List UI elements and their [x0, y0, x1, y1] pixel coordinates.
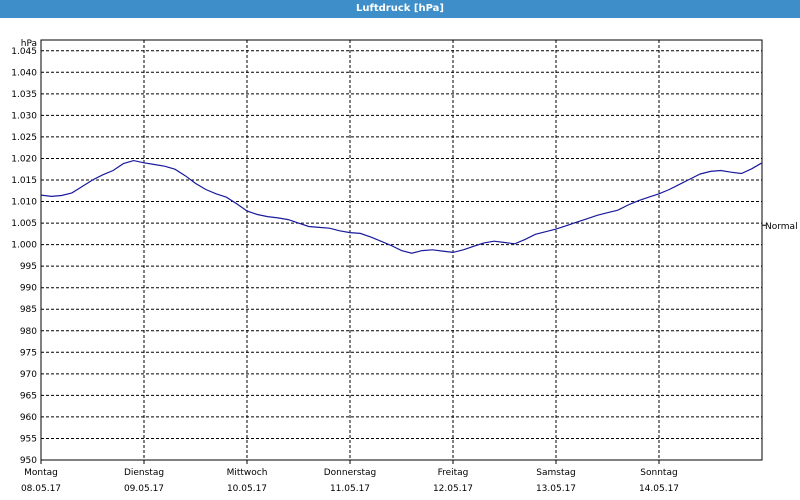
y-tick-label: 960: [20, 413, 37, 423]
y-tick-label: 975: [20, 348, 37, 358]
x-tick-day: Mittwoch: [227, 468, 268, 478]
y-tick-label: 1.035: [11, 90, 37, 100]
y-tick-label: 1.010: [11, 198, 37, 208]
y-tick-label: 1.040: [11, 68, 37, 78]
x-tick-date: 08.05.17: [21, 484, 61, 494]
x-tick-date: 13.05.17: [536, 484, 576, 494]
y-tick-label: 965: [20, 391, 37, 401]
y-tick-label: 1.000: [11, 241, 37, 251]
x-tick-date: 12.05.17: [433, 484, 473, 494]
x-tick-date: 11.05.17: [330, 484, 370, 494]
y-axis-label: hPa: [21, 39, 37, 49]
x-tick-day: Donnerstag: [324, 468, 377, 478]
y-tick-label: 1.020: [11, 154, 37, 164]
x-tick-date: 14.05.17: [639, 484, 679, 494]
pressure-chart: 1.045 1.040 1.035 1.030 1.025 1.020 1.015 1.010…: [11, 39, 798, 494]
y-tick-label: 980: [20, 327, 37, 337]
pressure-series-line: [40, 159, 763, 254]
y-tick-label: 1.005: [11, 219, 37, 229]
y-tick-label: 955: [20, 434, 37, 444]
y-tick-label: 970: [20, 370, 37, 380]
y-tick-label: 950: [20, 456, 37, 466]
x-tick-date: 10.05.17: [227, 484, 267, 494]
y-tick-label: 1.025: [11, 133, 37, 143]
x-tick-day: Samstag: [536, 468, 575, 478]
x-tick-day: Freitag: [438, 468, 469, 478]
y-tick-label: 1.030: [11, 111, 37, 121]
x-tick-day: Sonntag: [640, 468, 677, 478]
x-tick-day: Montag: [24, 468, 58, 478]
x-tick-date: 09.05.17: [124, 484, 164, 494]
y-tick-label: 1.015: [11, 176, 37, 186]
y-tick-label: 990: [20, 284, 37, 294]
y-tick-label: 985: [20, 305, 37, 315]
y-tick-label: 995: [20, 262, 37, 272]
x-tick-day: Dienstag: [124, 468, 164, 478]
y-tick-label: 1.045: [11, 47, 37, 57]
chart-title: Luftdruck [hPa]: [0, 0, 800, 18]
reference-label: Normal: [765, 222, 798, 232]
